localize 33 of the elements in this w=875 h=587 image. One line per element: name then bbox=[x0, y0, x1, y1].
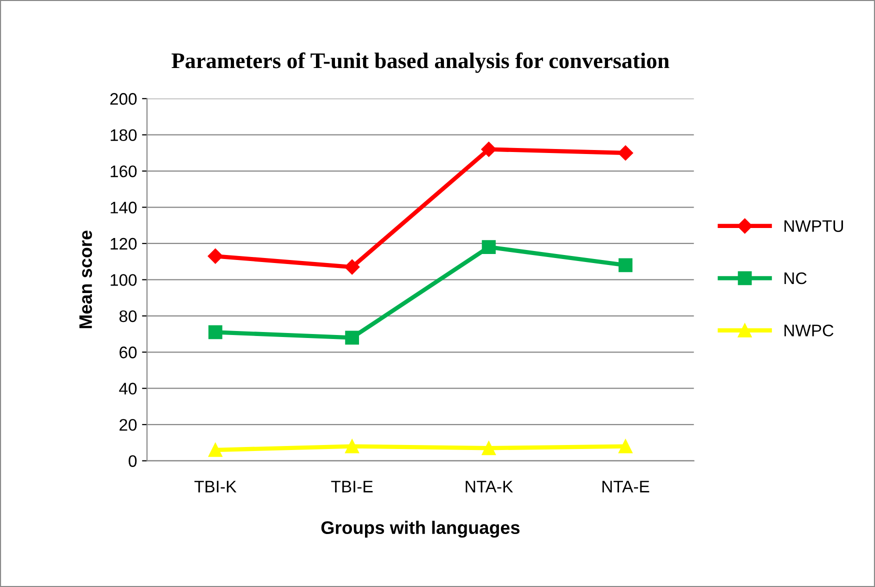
point bbox=[345, 330, 360, 345]
point bbox=[618, 145, 634, 161]
legend-label: NWPC bbox=[784, 324, 834, 336]
point bbox=[345, 439, 360, 454]
chart-title: Parameters of T-unit based analysis for conversation bbox=[172, 52, 670, 73]
point bbox=[208, 325, 222, 340]
legend-label: NWPTU bbox=[784, 220, 843, 232]
point bbox=[618, 439, 632, 454]
y-tick-label: 160 bbox=[110, 165, 137, 178]
y-tick-label: 100 bbox=[110, 274, 137, 286]
x-tick-label: NTA-E bbox=[602, 480, 650, 492]
y-tick-label: 40 bbox=[119, 382, 137, 395]
point bbox=[481, 142, 496, 157]
y-tick-label: 20 bbox=[120, 418, 137, 431]
legend-label: NC bbox=[784, 272, 807, 284]
x-tick-label: NTA-K bbox=[466, 480, 513, 492]
y-tick-label: 180 bbox=[110, 129, 137, 142]
x-axis-title: Groups with languages bbox=[321, 520, 520, 538]
x-tick-label: TBI-E bbox=[331, 480, 373, 492]
point bbox=[208, 442, 222, 457]
point bbox=[482, 441, 496, 456]
point bbox=[482, 240, 496, 254]
y-tick-label: 140 bbox=[110, 202, 137, 214]
y-tick-label: 80 bbox=[119, 310, 137, 322]
y-tick-label: 60 bbox=[120, 346, 137, 358]
point bbox=[344, 259, 360, 275]
y-axis-title: Mean score bbox=[79, 230, 92, 328]
y-tick-label: 120 bbox=[110, 238, 137, 250]
point bbox=[618, 258, 632, 272]
y-tick-label: 200 bbox=[110, 93, 137, 105]
y-tick-label: 0 bbox=[128, 455, 137, 467]
point bbox=[208, 248, 223, 264]
x-tick-label: TBI-K bbox=[194, 480, 236, 492]
